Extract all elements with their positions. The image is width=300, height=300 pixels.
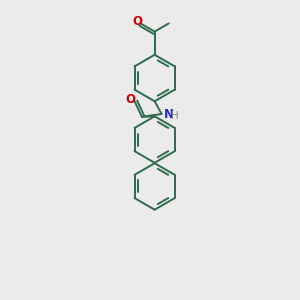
Text: O: O [133,15,143,28]
Text: O: O [126,93,136,106]
Text: H: H [171,111,178,121]
Text: N: N [164,107,173,121]
